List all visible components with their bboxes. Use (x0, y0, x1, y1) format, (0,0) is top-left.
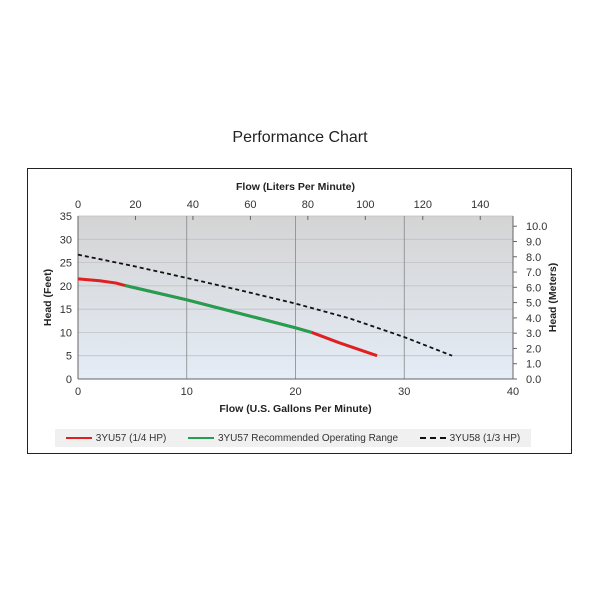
x2-tick-label: 60 (244, 199, 256, 211)
y2-tick-label: 3.0 (526, 328, 541, 340)
y2-tick-label: 10.0 (526, 221, 547, 233)
legend-label: 3YU58 (1/3 HP) (449, 432, 521, 444)
y2-tick-label: 1.0 (526, 359, 541, 371)
x2-tick-label: 80 (302, 199, 314, 211)
y2-tick-label: 4.0 (526, 313, 541, 325)
x-tick-label: 30 (398, 386, 410, 398)
x2-tick-label: 100 (356, 199, 374, 211)
y2-tick-label: 2.0 (526, 343, 541, 355)
y-axis-label: Head (Feet) (42, 269, 54, 326)
x-tick-label: 20 (289, 386, 301, 398)
legend-swatch (419, 437, 446, 439)
legend-item: 3YU57 (1/4 HP) (65, 432, 167, 444)
y2-tick-label: 5.0 (526, 298, 541, 310)
y-tick-label: 20 (60, 281, 72, 293)
chart-frame (27, 168, 572, 454)
y-tick-label: 30 (60, 234, 72, 246)
x-tick-label: 10 (181, 386, 193, 398)
x-tick-label: 0 (75, 386, 81, 398)
x-axis-label: Flow (U.S. Gallons Per Minute) (219, 403, 371, 415)
y-tick-label: 0 (66, 374, 72, 386)
y2-tick-label: 7.0 (526, 267, 541, 279)
x2-tick-label: 140 (471, 199, 489, 211)
legend-item: 3YU57 Recommended Operating Range (187, 432, 399, 444)
x2-axis-label: Flow (Liters Per Minute) (236, 181, 355, 193)
y-tick-label: 10 (60, 327, 72, 339)
series-line-1 (124, 283, 313, 334)
y-tick-label: 25 (60, 258, 72, 270)
series-line-2 (77, 253, 453, 357)
x-tick-label: 40 (507, 386, 519, 398)
y2-axis-label: Head (Meters) (547, 263, 559, 332)
y2-tick-label: 9.0 (526, 236, 541, 248)
legend-swatch (65, 437, 92, 439)
x2-tick-label: 0 (75, 199, 81, 211)
y-tick-label: 5 (66, 351, 72, 363)
chart-title: Performance Chart (232, 129, 368, 146)
y2-tick-label: 6.0 (526, 282, 541, 294)
y-tick-label: 15 (60, 304, 72, 316)
y-tick-label: 35 (60, 211, 72, 223)
x2-tick-label: 120 (414, 199, 432, 211)
x2-tick-label: 40 (187, 199, 199, 211)
legend-swatch (187, 437, 214, 439)
legend: 3YU57 (1/4 HP) 3YU57 Recommended Operatin… (55, 429, 531, 447)
x2-tick-label: 20 (129, 199, 141, 211)
y2-tick-label: 8.0 (526, 252, 541, 264)
legend-label: 3YU57 Recommended Operating Range (217, 432, 399, 444)
y2-tick-label: 0.0 (526, 374, 541, 386)
legend-label: 3YU57 (1/4 HP) (95, 432, 167, 444)
legend-item: 3YU58 (1/3 HP) (419, 432, 521, 444)
